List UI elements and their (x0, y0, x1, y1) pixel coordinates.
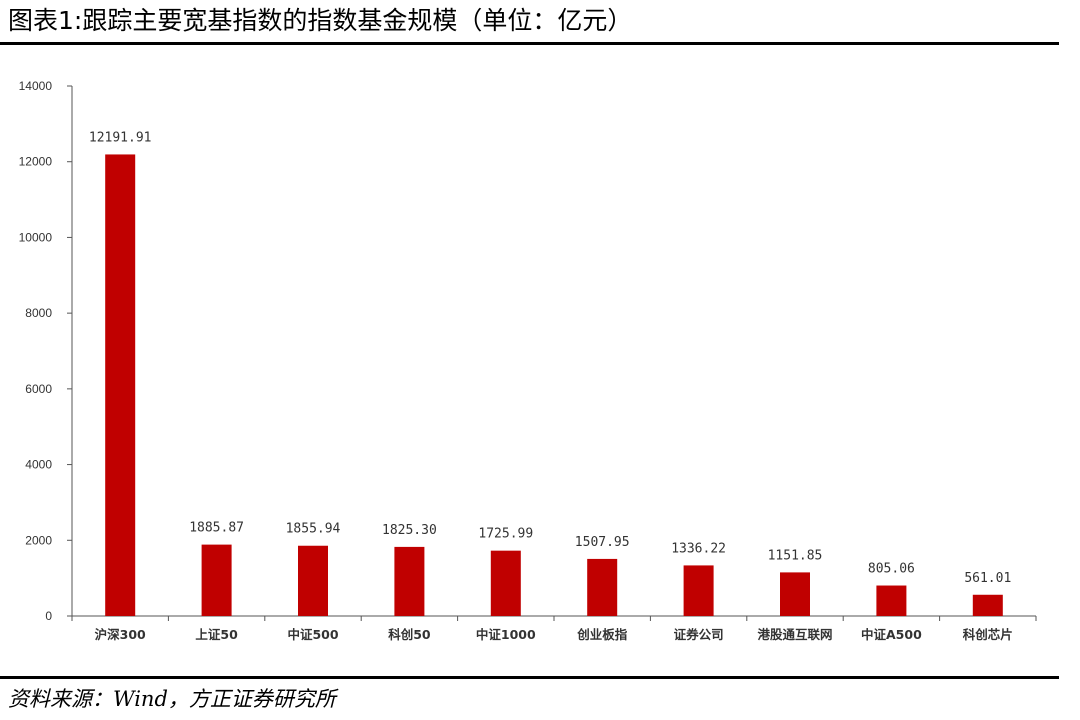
category-label: 科创芯片 (963, 627, 1013, 642)
bottom-rule (0, 676, 1059, 679)
bar (298, 545, 328, 616)
category-label: 证券公司 (674, 627, 724, 642)
x-axis (71, 615, 1037, 621)
bar (780, 572, 810, 616)
data-label: 1855.94 (286, 522, 341, 537)
data-label: 1885.87 (189, 521, 244, 536)
chart-title: 图表1:跟踪主要宽基指数的指数基金规模（单位：亿元） (8, 6, 633, 35)
y-tick-label: 14000 (19, 79, 53, 93)
category-label: 中证500 (287, 627, 338, 642)
data-label: 12191.91 (89, 130, 152, 145)
category-label: 中证A500 (861, 627, 922, 642)
bar (587, 558, 618, 616)
y-axis: 0 2000 4000 6000 8000 10000 12000 14000 (19, 79, 73, 623)
category-label: 创业板指 (576, 627, 628, 642)
data-label: 1725.99 (478, 527, 533, 542)
bar (105, 154, 136, 616)
bar (876, 585, 907, 616)
category-label: 港股通互联网 (757, 627, 832, 642)
y-tick-label: 12000 (19, 155, 53, 169)
y-tick-label: 2000 (25, 533, 52, 547)
category-label: 沪深300 (95, 627, 146, 642)
data-label: 1151.85 (768, 548, 823, 563)
category-labels: 沪深300 上证50 中证500 科创50 中证1000 创业板指 证券公司 港股通互联网 中证… (95, 627, 1013, 642)
data-label: 1507.95 (575, 535, 630, 550)
top-rule (0, 42, 1059, 45)
y-tick-label: 4000 (25, 458, 52, 472)
data-label: 1336.22 (671, 541, 726, 556)
bar (683, 565, 714, 616)
bar (201, 544, 232, 616)
bars (105, 154, 1003, 616)
bar-chart: 0 2000 4000 6000 8000 10000 12000 14000 12191.9… (19, 79, 1037, 642)
category-label: 科创50 (388, 627, 431, 642)
bar (394, 546, 425, 616)
y-tick-label: 6000 (25, 382, 52, 396)
data-label: 805.06 (868, 562, 915, 577)
y-tick-label: 10000 (19, 230, 53, 244)
category-label: 上证50 (195, 627, 238, 642)
y-tick-label: 0 (45, 609, 52, 623)
bar (490, 550, 521, 616)
bar (972, 594, 1003, 616)
category-label: 中证1000 (476, 627, 536, 642)
data-label: 1825.30 (382, 523, 437, 538)
source-note: 资料来源：Wind，方正证券研究所 (8, 687, 336, 711)
y-tick-label: 8000 (25, 306, 52, 320)
data-label: 561.01 (964, 571, 1011, 586)
data-labels: 12191.91 1885.87 1855.94 1825.30 1725.99 1507… (89, 130, 1011, 585)
